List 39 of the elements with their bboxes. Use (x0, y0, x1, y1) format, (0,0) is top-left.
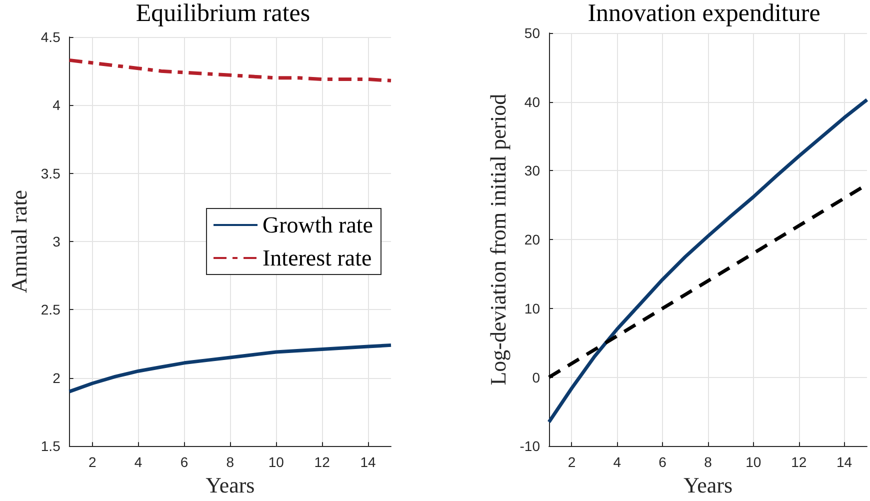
legend-label: Growth rate (262, 212, 374, 238)
x-tick-label: 14 (836, 454, 852, 470)
y-tick-label: 2.5 (40, 302, 61, 318)
x-tick-label: 10 (268, 454, 284, 470)
x-tick-label: 8 (226, 454, 234, 470)
y-tick-label: 3.5 (40, 165, 61, 182)
y-tick-label: 50 (524, 25, 540, 41)
y-tick-label: 30 (524, 162, 540, 179)
y-tick-label: 4 (52, 97, 61, 114)
y-tick-label: 3 (52, 234, 61, 250)
x-tick-label: 2 (88, 454, 96, 470)
y-tick-label: 4.5 (40, 29, 61, 45)
x-tick-label: 4 (134, 454, 142, 470)
y-tick-label: -10 (520, 438, 540, 454)
x-tick-label: 12 (791, 454, 807, 470)
x-axis-title: Years (683, 472, 733, 498)
x-tick-label: 14 (360, 454, 376, 470)
y-tick-label: 1.5 (40, 438, 61, 454)
y-axis-title: Log-deviation from initial period (485, 94, 510, 386)
line-series (547, 98, 869, 424)
x-tick-label: 12 (314, 454, 330, 470)
chart-title: Innovation expenditure (588, 0, 820, 27)
y-tick-label: 40 (524, 94, 540, 110)
x-axis-title: Years (206, 472, 255, 498)
x-tick-label: 6 (658, 454, 667, 470)
legend-label: Interest rate (262, 246, 372, 270)
chart-title: Equilibrium rates (136, 0, 310, 27)
x-tick-label: 8 (704, 454, 712, 470)
y-tick-label: 2 (52, 370, 61, 386)
y-axis-title: Annual rate (6, 190, 32, 294)
y-tick-label: 0 (532, 369, 540, 386)
line-series (68, 343, 393, 394)
x-tick-label: 6 (180, 454, 188, 470)
x-tick-label: 2 (568, 454, 576, 470)
y-tick-label: 20 (524, 232, 540, 248)
line-series (68, 58, 393, 82)
x-tick-label: 10 (746, 454, 762, 470)
y-tick-label: 10 (524, 300, 540, 316)
x-tick-label: 4 (613, 454, 622, 470)
